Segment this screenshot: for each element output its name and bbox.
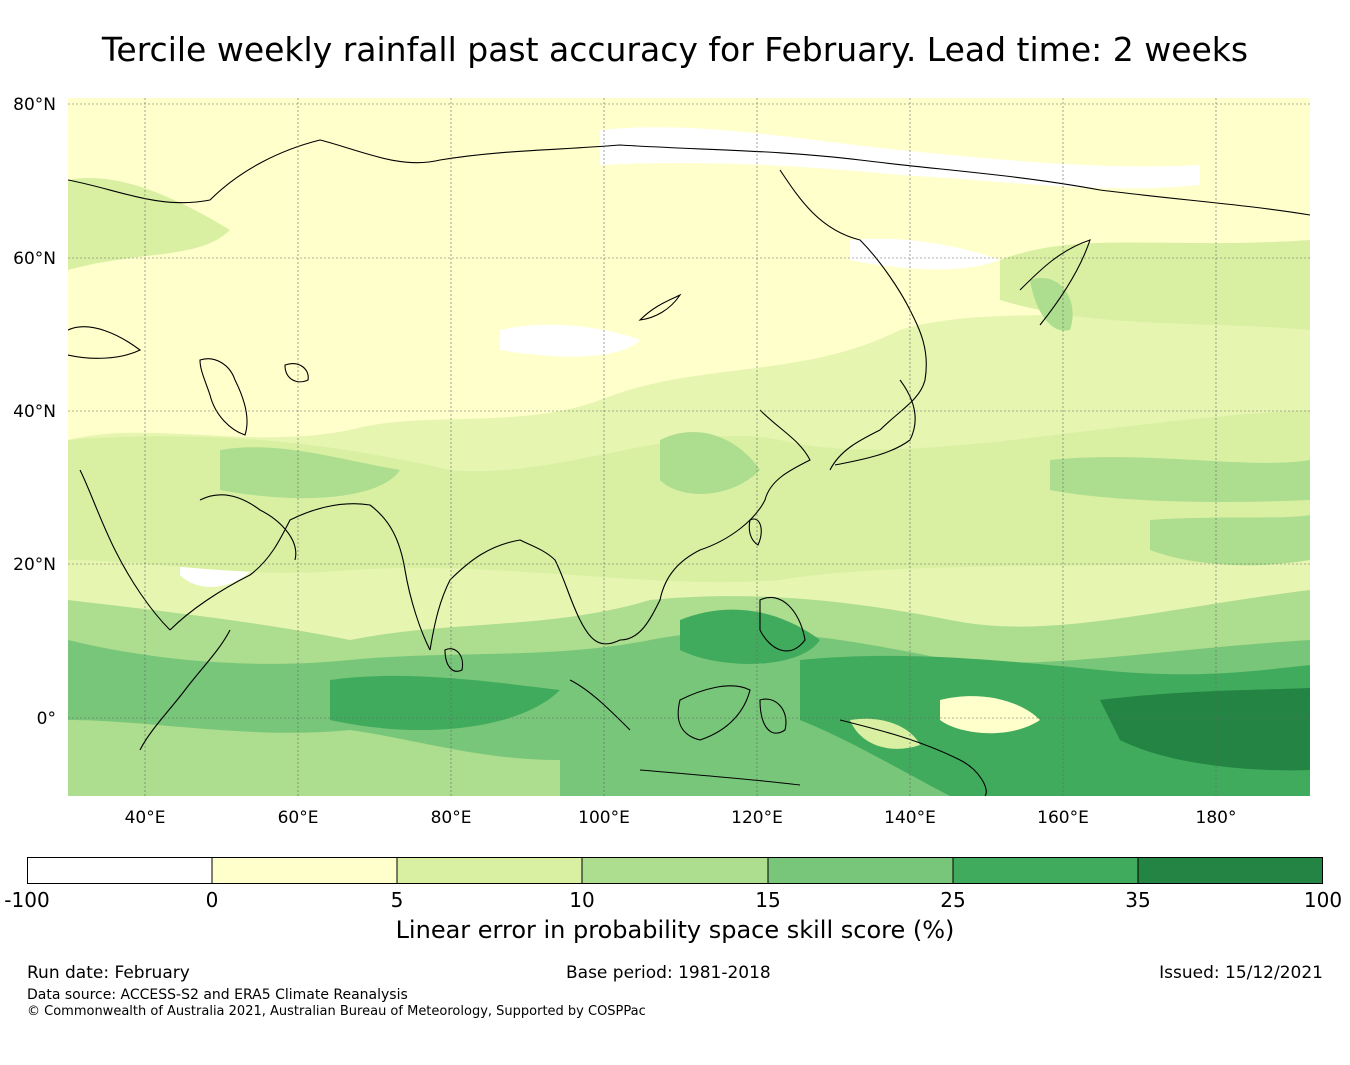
colorbar-tick-label: 25	[940, 888, 966, 912]
lat-label: 80°N	[13, 95, 56, 115]
lon-label: 80°E	[431, 808, 472, 828]
colorbar-segment	[212, 857, 397, 884]
lon-label: 160°E	[1037, 808, 1089, 828]
data-source: Data source: ACCESS-S2 and ERA5 Climate …	[27, 987, 408, 1003]
colorbar-title: Linear error in probability space skill …	[395, 916, 955, 944]
colorbar-tick-label: 10	[569, 888, 595, 912]
lon-label: 140°E	[884, 808, 936, 828]
colorbar-tick-label: -100	[4, 888, 50, 912]
lon-label: 40°E	[125, 808, 166, 828]
colorbar-tick-label: 15	[755, 888, 781, 912]
lon-label: 100°E	[578, 808, 630, 828]
run-date: Run date: February	[27, 963, 190, 983]
lon-label: 120°E	[731, 808, 783, 828]
copyright: © Commonwealth of Australia 2021, Austra…	[27, 1004, 646, 1019]
colorbar-segment	[397, 857, 582, 884]
lat-label: 0°	[37, 709, 56, 729]
lat-label: 20°N	[13, 555, 56, 575]
lat-label: 60°N	[13, 249, 56, 269]
skill-map: 80°N 60°N 40°N 20°N 0° 40°E 60°E 80°E 10…	[13, 95, 1310, 828]
map-canvas: 80°N 60°N 40°N 20°N 0° 40°E 60°E 80°E 10…	[13, 95, 1310, 828]
lon-label: 60°E	[278, 808, 319, 828]
map-title: Tercile weekly rainfall past accuracy fo…	[101, 30, 1249, 69]
colorbar	[27, 857, 1323, 884]
lon-label: 180°	[1196, 808, 1237, 828]
coastlines	[68, 139, 1310, 796]
colorbar-segment	[582, 857, 768, 884]
colorbar-tick-label: 5	[390, 888, 404, 912]
colorbar-segment	[1138, 857, 1323, 884]
skill-field	[68, 98, 1310, 796]
colorbar-tick-label: 0	[205, 888, 219, 912]
graticule	[68, 98, 1310, 796]
colorbar-segment	[768, 857, 953, 884]
base-period: Base period: 1981-2018	[566, 963, 771, 983]
colorbar-tick-label: 35	[1125, 888, 1151, 912]
colorbar-segment	[27, 857, 212, 884]
lat-label: 40°N	[13, 402, 56, 422]
issued-date: Issued: 15/12/2021	[1159, 963, 1323, 983]
colorbar-segment	[953, 857, 1138, 884]
colorbar-tick-label: 100	[1303, 888, 1343, 912]
